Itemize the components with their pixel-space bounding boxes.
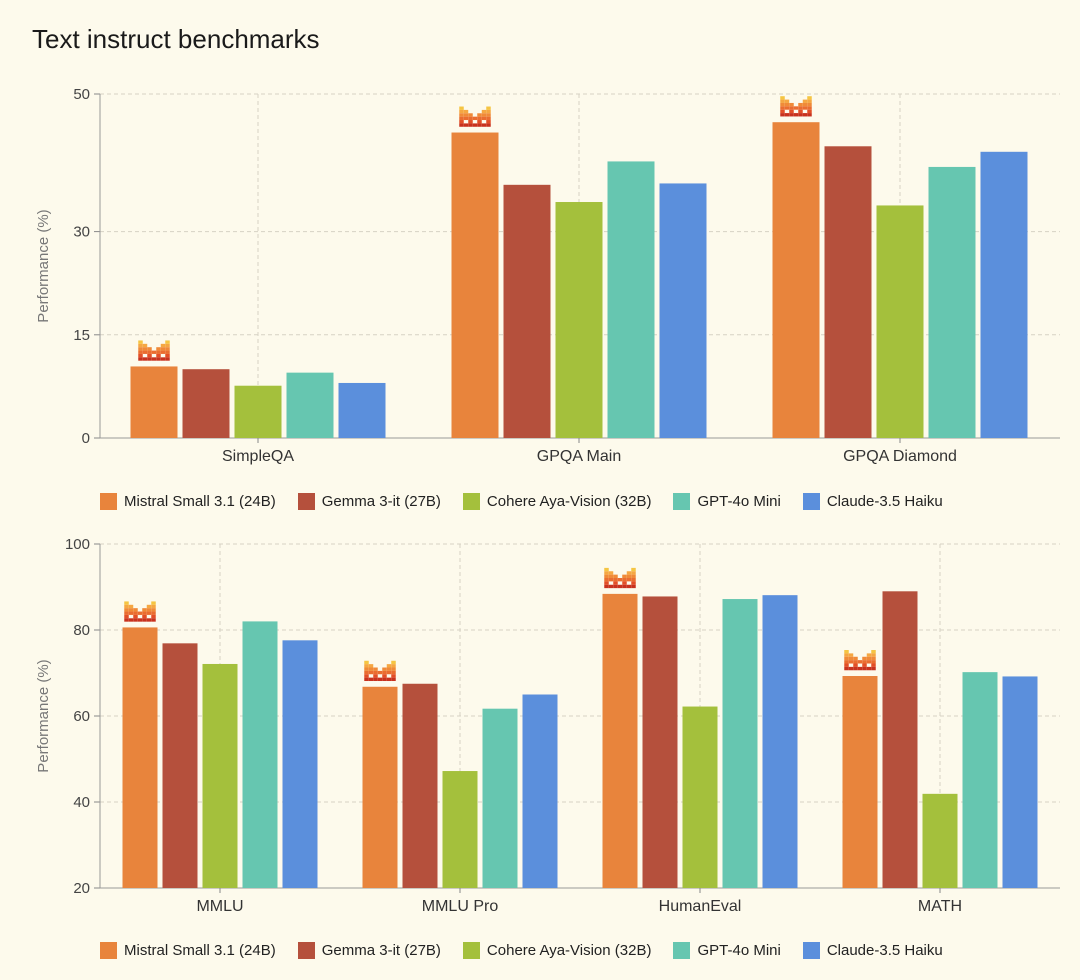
bar — [928, 166, 976, 439]
bar — [402, 683, 438, 888]
y-tick-label: 80 — [73, 622, 90, 639]
bar — [762, 595, 798, 888]
legend-swatch — [462, 493, 480, 510]
legend-label: GPT-4o Mini — [697, 942, 781, 959]
bar — [162, 643, 198, 888]
legend-swatch — [100, 942, 117, 959]
bar — [607, 161, 655, 438]
legend-bottom: Mistral Small 3.1 (24B) Gemma 3-it (27B) C… — [100, 942, 943, 959]
y-tick-label: 30 — [73, 224, 90, 241]
y-tick-label: 40 — [73, 794, 90, 811]
legend-item: GPT-4o Mini — [673, 493, 781, 510]
bar — [442, 771, 478, 888]
bar — [503, 184, 551, 438]
bar — [682, 706, 718, 888]
bar — [522, 694, 558, 888]
bar — [202, 663, 238, 888]
bar — [772, 122, 820, 438]
bar — [602, 593, 638, 888]
bar — [451, 132, 499, 438]
bar — [722, 599, 758, 888]
legend-item: Claude-3.5 Haiku — [802, 942, 943, 959]
legend-item: Cohere Aya-Vision (32B) — [462, 942, 652, 959]
legend-item: Cohere Aya-Vision (32B) — [462, 493, 652, 510]
legend-swatch — [462, 942, 480, 959]
bar — [182, 369, 230, 438]
legend-label: Claude-3.5 Haiku — [826, 493, 943, 510]
page-title: Text instruct benchmarks — [32, 24, 320, 54]
legend-item: Mistral Small 3.1 (24B) — [100, 942, 276, 959]
legend-swatch — [673, 942, 691, 959]
bar — [286, 372, 334, 438]
y-tick-label: 20 — [73, 880, 90, 897]
bar — [1002, 676, 1038, 888]
legend-label: Cohere Aya-Vision (32B) — [486, 942, 652, 959]
legend-item: Claude-3.5 Haiku — [802, 493, 943, 510]
bar — [876, 205, 924, 438]
legend-swatch — [802, 493, 820, 510]
bar — [338, 382, 386, 438]
y-tick-label: 60 — [73, 708, 90, 725]
y-tick-label: 15 — [73, 327, 90, 344]
legend-item: GPT-4o Mini — [673, 942, 781, 959]
y-tick-label: 0 — [82, 430, 90, 447]
legend-swatch — [297, 942, 315, 959]
legend-swatch — [100, 493, 117, 510]
mistral-logo-icon — [124, 601, 156, 622]
bar — [824, 146, 872, 438]
mistral-logo-icon — [604, 567, 636, 589]
x-tick-label: MMLU — [196, 898, 243, 915]
bar — [122, 627, 158, 888]
mistral-logo-icon — [459, 106, 491, 127]
y-tick-label: 100 — [65, 536, 90, 553]
mistral-logo-icon — [364, 660, 396, 682]
x-tick-label: GPQA Diamond — [843, 448, 957, 465]
x-tick-label: MATH — [918, 898, 962, 915]
y-axis-label: Performance (%) — [35, 209, 52, 322]
bar — [130, 366, 178, 438]
bar — [482, 708, 518, 888]
legend-label: Gemma 3-it (27B) — [321, 942, 441, 959]
y-tick-label: 50 — [73, 86, 90, 103]
bar — [659, 183, 707, 438]
mistral-logo-icon — [138, 340, 170, 361]
bar — [642, 596, 678, 888]
legend-item: Gemma 3-it (27B) — [297, 493, 441, 510]
bar — [234, 385, 282, 438]
y-axis-label: Performance (%) — [35, 659, 52, 772]
legend-label: Mistral Small 3.1 (24B) — [124, 493, 276, 510]
bar — [555, 202, 603, 438]
legend-label: Gemma 3-it (27B) — [321, 493, 441, 510]
legend-label: GPT-4o Mini — [697, 493, 781, 510]
legend-label: Claude-3.5 Haiku — [826, 942, 943, 959]
legend-swatch — [297, 493, 315, 510]
bar — [362, 686, 398, 888]
bar — [282, 640, 318, 888]
bar — [922, 793, 958, 888]
bar — [842, 676, 878, 888]
legend-top: Mistral Small 3.1 (24B) Gemma 3-it (27B) C… — [100, 493, 943, 510]
legend-item: Gemma 3-it (27B) — [297, 942, 441, 959]
x-tick-label: MMLU Pro — [422, 898, 499, 915]
x-tick-label: GPQA Main — [537, 448, 621, 465]
bar — [242, 621, 278, 888]
x-tick-label: SimpleQA — [222, 448, 294, 465]
legend-label: Cohere Aya-Vision (32B) — [486, 493, 652, 510]
bar — [980, 151, 1028, 439]
mistral-logo-icon — [780, 96, 812, 117]
bar — [962, 672, 998, 888]
legend-swatch — [673, 493, 691, 510]
mistral-logo-icon — [844, 650, 876, 671]
legend-label: Mistral Small 3.1 (24B) — [124, 942, 276, 959]
x-tick-label: HumanEval — [659, 898, 742, 915]
legend-swatch — [802, 942, 820, 959]
legend-item: Mistral Small 3.1 (24B) — [100, 493, 276, 510]
bar — [882, 591, 918, 888]
